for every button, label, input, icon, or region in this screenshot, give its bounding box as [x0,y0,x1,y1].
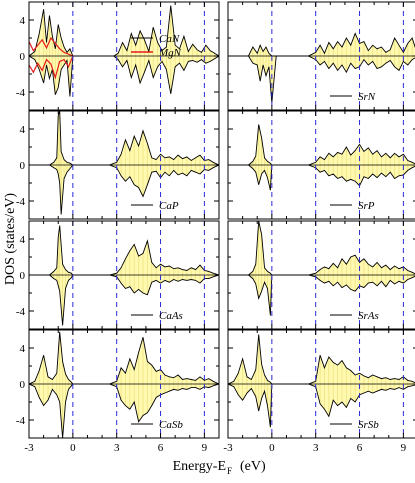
panel-plot-area [228,111,415,219]
series-srn-spin-up [228,32,415,57]
y-tick-label: 0 [20,160,26,172]
x-axis-label: Energy-E [173,459,226,474]
series-cap-spin-up [29,111,219,166]
series-sras-spin-down [228,274,415,316]
dos-fill-up [228,33,415,56]
panel-sras: SrAs [227,220,415,330]
panel-plot-area [29,111,219,219]
series-caas-spin-up [29,225,219,276]
x-tick-label: 3 [313,442,319,454]
y-tick-label: 4 [20,343,26,355]
dos-fill-up [29,5,219,57]
y-tick-label: 4 [20,15,26,27]
panel-plot-area [228,221,415,329]
panel-plot-area [228,330,415,438]
panel-cap: -4 0 4 CaP [16,110,220,220]
x-tick-label: 0 [269,442,275,454]
panel-srp: SrP [227,110,415,220]
panel-caas: -4 0 4 CaAs [16,220,220,330]
panel-plot-area [228,2,415,110]
series-can-spin-up [29,5,219,57]
x-axis-unit: (eV) [240,459,266,474]
panel-can: -4 0 4 CaN MgN [16,1,220,111]
series-srp-spin-up [228,124,415,166]
x-tick-label: 0 [70,442,76,454]
x-tick-label: 6 [357,442,363,454]
legend-label: MgN [158,47,182,59]
y-tick-label: -4 [16,87,26,99]
series-casb-spin-down [29,383,219,438]
x-tick-label: 6 [158,442,164,454]
series-srsb-spin-up [228,334,415,385]
x-tick-label: 3 [114,442,120,454]
legend-label: SrSb [358,419,379,431]
panel-srsb: -3 0 3 6 9 SrSb [223,329,415,454]
y-tick-label: 4 [20,124,26,136]
series-casb-spin-up [29,331,219,385]
x-tick-label: -3 [24,442,34,454]
x-tick-label: -3 [223,442,233,454]
series-sras-spin-up [228,221,415,276]
dos-fill-down [228,275,415,316]
y-axis-label: DOS (states/eV) [3,193,18,285]
y-tick-label: 4 [20,234,26,246]
y-tick-label: -4 [16,196,26,208]
y-tick-label: 0 [20,51,26,63]
legend-label: SrP [358,200,375,212]
series-caas-spin-down [29,274,219,326]
series-srsb-spin-down [228,383,415,428]
panel-plot-area [29,2,219,110]
dos-fill-up [228,221,415,275]
y-tick-label: 0 [20,379,26,391]
y-tick-label: -4 [16,415,26,427]
x-tick-label: 9 [401,442,407,454]
y-tick-label: -4 [16,306,26,318]
legend-label: CaP [159,200,179,212]
series-mgn-spin-up [29,36,74,57]
panel-plot-area [29,330,219,438]
legend-label: SrAs [358,310,379,322]
series-cap-spin-down [29,164,219,215]
series-mgn-spin-down [29,55,74,80]
panel-plot-area [29,221,219,329]
series-srn-spin-down [228,55,415,103]
dos-fill-down [29,56,219,97]
series-can-spin-down [29,55,219,97]
panel-casb: -4 0 4 -3 0 3 6 9 CaSb [16,329,220,454]
series-srp-spin-down [228,164,415,191]
legend-label: CaAs [159,310,183,322]
panel-srn: SrN [227,1,415,111]
dos-fill-down [29,384,219,438]
legend-label: CaSb [159,419,183,431]
legend-label: CaN [159,33,180,45]
x-axis-label-subscript: F [227,466,232,476]
y-tick-label: 0 [20,270,26,282]
legend-label: SrN [358,91,376,103]
x-tick-label: 9 [202,442,208,454]
